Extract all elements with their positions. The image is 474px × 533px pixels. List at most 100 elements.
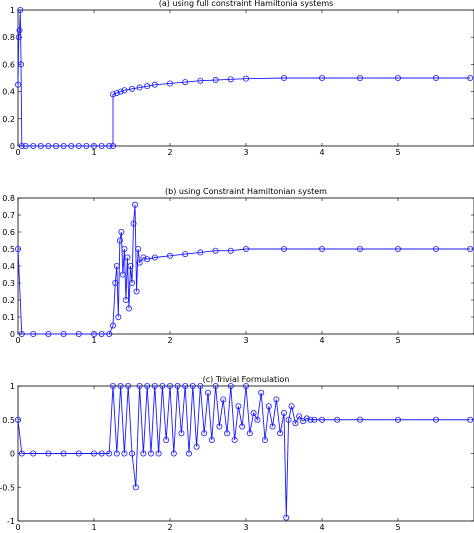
data-point	[110, 322, 117, 329]
series-line	[17, 9, 471, 147]
data-point	[16, 27, 23, 34]
data-point	[98, 450, 105, 457]
data-point	[18, 142, 25, 149]
data-point	[220, 396, 227, 403]
data-point	[189, 382, 196, 389]
data-point	[170, 450, 177, 457]
data-point	[117, 88, 124, 95]
data-point	[135, 245, 142, 252]
data-point	[117, 382, 124, 389]
y-tick-label: 0.5	[2, 416, 15, 425]
data-point	[280, 245, 287, 252]
data-point	[242, 245, 249, 252]
data-point	[68, 142, 75, 149]
data-point	[110, 142, 117, 149]
data-point	[280, 75, 287, 82]
data-point	[432, 245, 439, 252]
y-tick-label: 0.5	[2, 245, 15, 254]
x-tick-label: 0	[15, 523, 20, 532]
data-point	[17, 7, 24, 13]
data-point	[75, 330, 82, 337]
y-tick-label: 0.2	[2, 296, 15, 305]
data-point	[15, 34, 22, 41]
x-tick-label: 1	[91, 523, 96, 532]
data-point	[136, 259, 143, 266]
data-point	[432, 416, 439, 423]
data-point	[292, 420, 299, 427]
data-point	[280, 409, 287, 416]
data-point	[166, 252, 173, 259]
data-point	[277, 430, 284, 437]
data-point	[246, 430, 253, 437]
x-tick-label: 1	[91, 148, 96, 157]
data-point	[128, 279, 135, 286]
data-point	[98, 142, 105, 149]
axes-box	[17, 197, 474, 335]
data-point	[119, 271, 126, 278]
data-point	[285, 416, 292, 423]
data-point	[91, 450, 98, 457]
data-point	[147, 450, 154, 457]
y-tick-label: 1	[10, 6, 15, 15]
data-point	[151, 254, 158, 261]
data-point	[356, 245, 363, 252]
data-point	[112, 279, 119, 286]
data-point	[239, 423, 246, 430]
data-point	[83, 142, 90, 149]
data-point	[166, 382, 173, 389]
data-point	[283, 514, 290, 521]
data-point	[14, 416, 21, 423]
data-point	[121, 87, 128, 94]
x-tick-label: 2	[167, 523, 172, 532]
data-point	[178, 430, 185, 437]
data-point	[30, 142, 37, 149]
data-point	[394, 75, 401, 82]
data-point	[113, 262, 120, 269]
data-point	[132, 201, 139, 208]
data-point	[14, 81, 21, 88]
data-point	[53, 142, 60, 149]
y-tick-label: 0.4	[2, 262, 15, 271]
data-point	[60, 142, 67, 149]
data-point	[394, 416, 401, 423]
data-point	[261, 436, 268, 443]
data-point	[151, 81, 158, 88]
x-tick-label: 4	[319, 523, 324, 532]
y-tick-label: 0.6	[2, 228, 15, 237]
y-tick-label: 0.8	[2, 194, 15, 203]
series-1	[14, 7, 474, 149]
data-point	[124, 254, 131, 261]
series-1	[14, 201, 474, 337]
data-point	[106, 450, 113, 457]
data-point	[130, 220, 137, 227]
data-point	[273, 396, 280, 403]
data-point	[113, 450, 120, 457]
data-point	[155, 450, 162, 457]
data-point	[303, 415, 310, 422]
y-tick-label: 0.1	[2, 313, 15, 322]
data-point	[311, 416, 318, 423]
series-1	[14, 382, 474, 521]
data-point	[235, 403, 242, 410]
data-point	[208, 436, 215, 443]
data-point	[122, 296, 129, 303]
chart-title: (b) using Constraint Hamiltonian system	[165, 187, 327, 196]
data-point	[140, 254, 147, 261]
data-point	[394, 245, 401, 252]
y-tick-label: 0.3	[2, 279, 15, 288]
data-point	[204, 389, 211, 396]
data-point	[197, 382, 204, 389]
data-point	[121, 245, 128, 252]
data-point	[227, 76, 234, 83]
data-point	[182, 79, 189, 86]
y-tick-label: 0.6	[2, 60, 15, 69]
data-point	[212, 382, 219, 389]
data-point	[91, 330, 98, 337]
data-point	[118, 228, 125, 235]
data-point	[151, 382, 158, 389]
data-point	[128, 85, 135, 92]
y-tick-label: -0.5	[0, 483, 15, 492]
data-point	[125, 305, 132, 312]
data-point	[133, 288, 140, 295]
y-tick-label: 0.8	[2, 33, 15, 42]
